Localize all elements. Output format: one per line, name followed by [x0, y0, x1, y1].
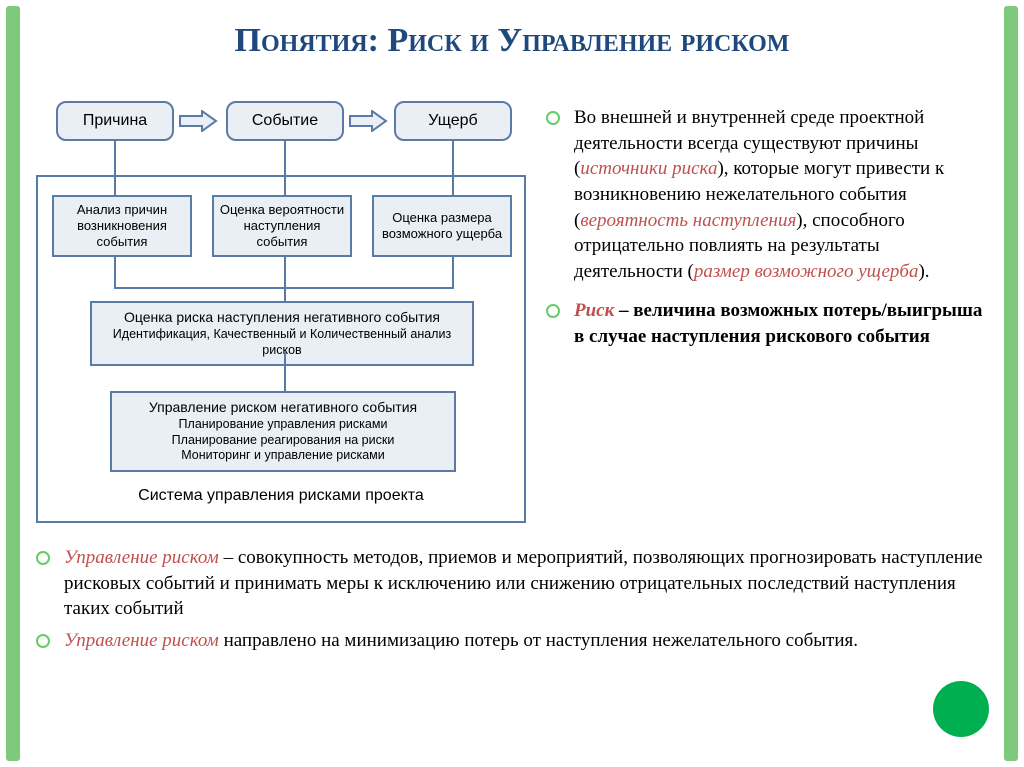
diagram-caption: Система управления рисками проекта: [96, 487, 466, 505]
wide1-header: Оценка риска наступления негативного соб…: [100, 309, 464, 325]
para-1: Во внешней и внутренней среде проектной …: [574, 105, 988, 284]
p1-em2: вероятность наступления: [580, 210, 796, 231]
connector: [284, 351, 286, 391]
p4-em: Управление риском: [64, 630, 219, 651]
top-box-cause: Причина: [56, 101, 174, 141]
content-area: Причина Событие Ущерб Анализ причин возн…: [36, 95, 988, 747]
p1-em1: источники риска: [580, 158, 717, 179]
arrow-2: [348, 109, 388, 133]
mid-box-1: Анализ причин возникновения события: [52, 195, 192, 257]
right-text: Во внешней и внутренней среде проектной …: [546, 105, 988, 364]
connector: [452, 141, 454, 195]
para-4: Управление риском направлено на минимиза…: [64, 628, 988, 654]
page-title: Понятия: Риск и Управление риском: [0, 22, 1024, 60]
right-accent-bar: [1004, 6, 1018, 761]
p2-rest: – величина возможных потерь/выигрыша в с…: [574, 300, 982, 347]
top-box-event: Событие: [226, 101, 344, 141]
wide-box-assessment: Оценка риска наступления негативного соб…: [90, 301, 474, 366]
bullet-row: Риск – величина возможных потерь/выигрыш…: [546, 298, 988, 349]
bottom-text: Управление риском – совокупность методов…: [36, 545, 988, 660]
para-2: Риск – величина возможных потерь/выигрыш…: [574, 298, 988, 349]
bullet-icon: [546, 304, 560, 318]
bullet-icon: [36, 551, 50, 565]
p1-end: ).: [918, 261, 929, 282]
bullet-row: Управление риском – совокупность методов…: [36, 545, 988, 622]
wide2-line2: Планирование реагирования на риски: [120, 433, 446, 449]
bullet-icon: [546, 111, 560, 125]
diagram: Причина Событие Ущерб Анализ причин возн…: [36, 95, 526, 535]
wide2-line3: Мониторинг и управление рисками: [120, 448, 446, 464]
bullet-icon: [36, 634, 50, 648]
p1-em3: размер возможного ущерба: [694, 261, 919, 282]
connector: [114, 257, 116, 287]
mid-box-2: Оценка вероятности наступления события: [212, 195, 352, 257]
connector: [284, 141, 286, 195]
connector: [114, 141, 116, 195]
wide-box-management: Управление риском негативного события Пл…: [110, 391, 456, 472]
wide2-header: Управление риском негативного события: [120, 399, 446, 415]
p3-em: Управление риском: [64, 547, 219, 568]
arrow-1: [178, 109, 218, 133]
p4-rest: направлено на минимизацию потерь от наст…: [219, 630, 858, 651]
mid-box-3: Оценка размера возможного ущерба: [372, 195, 512, 257]
connector: [284, 289, 286, 301]
wide2-line1: Планирование управления рисками: [120, 417, 446, 433]
bullet-row: Во внешней и внутренней среде проектной …: [546, 105, 988, 284]
wide1-sub: Идентификация, Качественный и Количестве…: [100, 327, 464, 358]
para-3: Управление риском – совокупность методов…: [64, 545, 988, 622]
connector: [452, 257, 454, 287]
bullet-row: Управление риском направлено на минимиза…: [36, 628, 988, 654]
connector: [284, 257, 286, 287]
top-box-damage: Ущерб: [394, 101, 512, 141]
p2-em: Риск: [574, 300, 614, 321]
left-accent-bar: [6, 6, 20, 761]
